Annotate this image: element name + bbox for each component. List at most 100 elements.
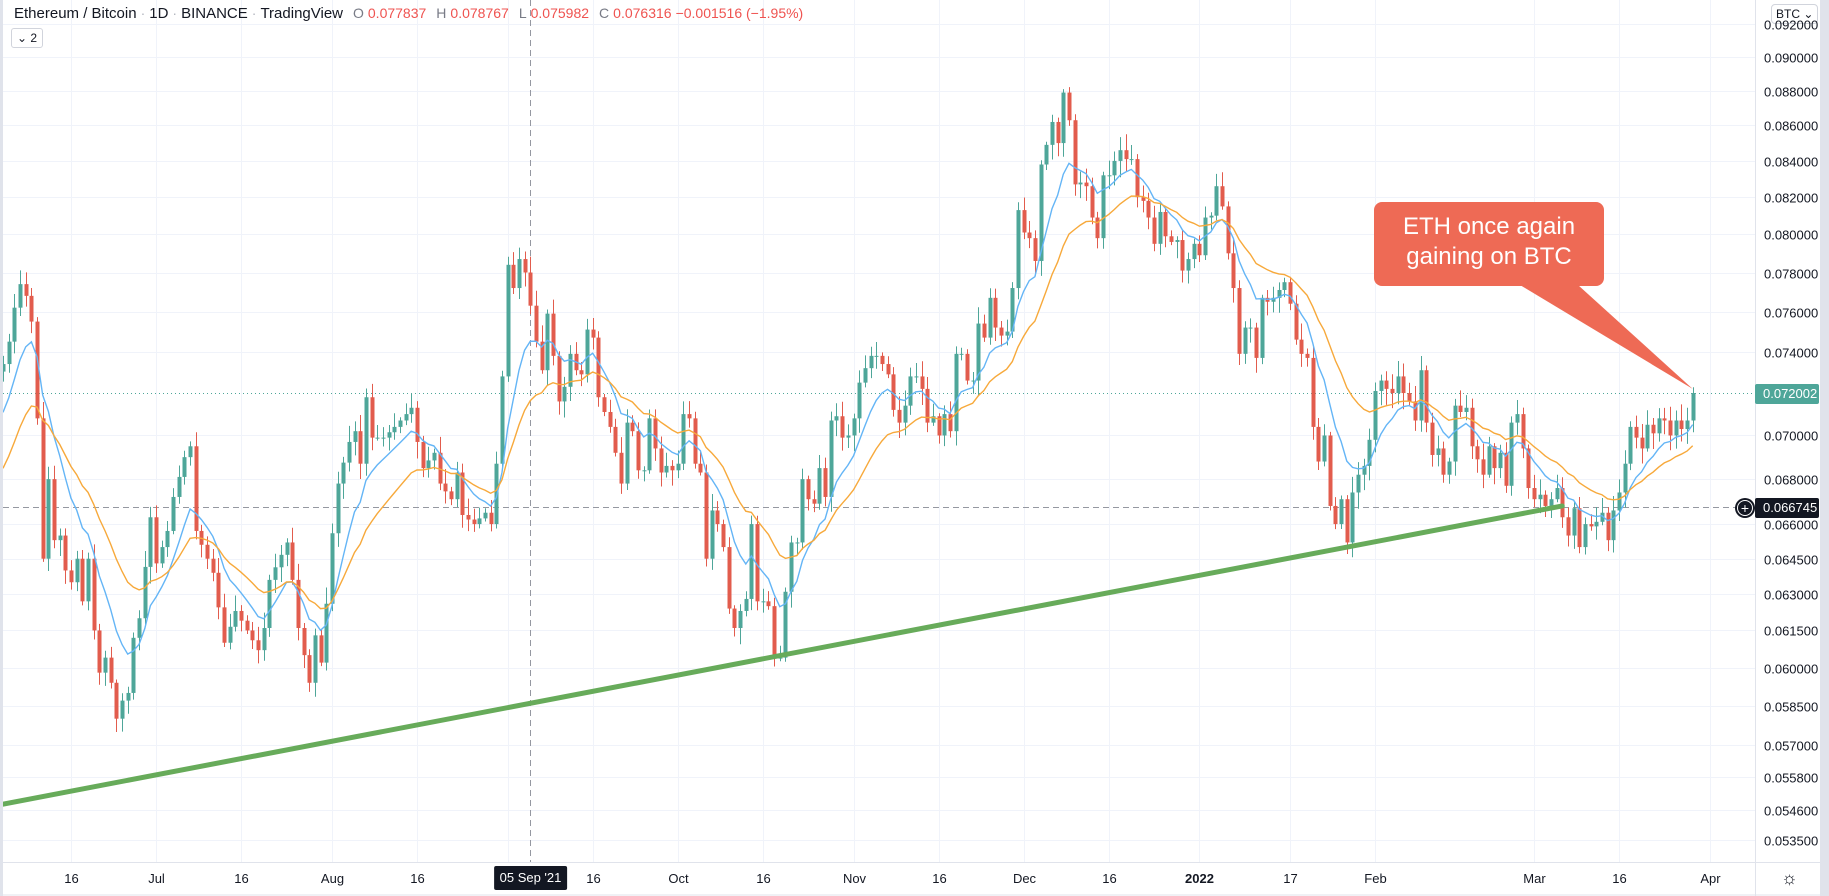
candle: [1095, 211, 1100, 249]
candle: [834, 403, 839, 437]
candle: [1107, 160, 1112, 190]
candle-body: [528, 272, 533, 306]
candle: [438, 436, 443, 491]
candle: [1600, 497, 1605, 526]
candle-body: [1243, 327, 1248, 354]
candle: [233, 595, 238, 632]
candle-body: [1033, 238, 1038, 261]
candle-body: [988, 297, 993, 338]
candle-body: [182, 457, 187, 477]
candle-body: [1691, 393, 1696, 421]
price-tick-label: 0.066000: [1764, 517, 1819, 532]
candle-body: [863, 368, 868, 383]
candle-body: [86, 558, 91, 602]
candle: [1384, 371, 1389, 405]
candle-body: [1260, 297, 1265, 358]
candle: [557, 351, 562, 415]
candle: [1572, 501, 1577, 549]
candle-body: [766, 601, 771, 607]
candle: [999, 321, 1004, 347]
candle: [273, 553, 278, 594]
candle-body: [1231, 253, 1236, 289]
price-tick-label: 0.084000: [1764, 154, 1819, 169]
candle: [194, 432, 199, 540]
candle: [931, 403, 936, 426]
candle: [534, 290, 539, 348]
candle-body: [273, 567, 278, 580]
candle: [647, 409, 652, 474]
candle-body: [511, 264, 516, 289]
candle: [744, 591, 749, 617]
gear-icon[interactable]: ☼: [1781, 868, 1798, 888]
candle: [1158, 202, 1163, 255]
candle: [1067, 87, 1072, 126]
candle: [1231, 238, 1236, 303]
candle: [608, 399, 613, 433]
candle-body: [1016, 210, 1021, 289]
candle-body: [18, 284, 23, 308]
candle: [1305, 348, 1310, 367]
time-tick-label: 16: [234, 871, 249, 886]
candle: [131, 632, 136, 700]
candle: [1056, 117, 1061, 157]
candle: [1203, 206, 1208, 260]
candle: [1662, 407, 1667, 435]
indicators-toggle-button[interactable]: ⌄ 2: [11, 28, 43, 48]
symbol-title[interactable]: Ethereum / Bitcoin: [14, 5, 137, 22]
candle-body: [375, 437, 380, 439]
candle: [1611, 495, 1616, 553]
candle-body: [279, 554, 284, 568]
candle-body: [1538, 494, 1543, 500]
candle-body: [903, 405, 908, 423]
candle-body: [551, 313, 556, 356]
ema-fast-line: [3, 162, 1694, 656]
candle: [1362, 458, 1367, 491]
price-tick-label: 0.088000: [1764, 84, 1819, 99]
candle-body: [715, 510, 720, 525]
candle-body: [154, 517, 159, 564]
candle: [1039, 160, 1044, 276]
candle: [154, 505, 159, 573]
candle-body: [1294, 303, 1299, 340]
candle-body: [727, 547, 732, 609]
candle-body: [1328, 435, 1333, 506]
callout-line-2: gaining on BTC: [1406, 243, 1572, 270]
candle: [1033, 230, 1038, 276]
candle: [1073, 114, 1078, 196]
candle-body: [41, 418, 46, 559]
candle-body: [1373, 390, 1378, 440]
candle-body: [1384, 380, 1389, 389]
candle: [710, 494, 715, 570]
price-tick-label: 0.055800: [1764, 770, 1819, 785]
candle: [670, 460, 675, 486]
add-alert-plus-icon[interactable]: +: [1737, 499, 1753, 516]
candle-body: [171, 496, 176, 531]
candle: [823, 457, 828, 507]
candle: [1594, 507, 1599, 540]
candle-body: [693, 418, 698, 464]
candle: [285, 538, 290, 567]
candle-body: [1169, 236, 1174, 242]
candle-body: [1379, 380, 1384, 391]
candle-body: [438, 452, 443, 484]
candle-body: [432, 452, 437, 461]
currency-button[interactable]: BTC ⌄: [1771, 4, 1819, 24]
candle-body: [216, 572, 221, 608]
candle-body: [710, 510, 715, 559]
candle-body: [1254, 327, 1259, 358]
candle-body: [1311, 357, 1316, 427]
candle: [1379, 374, 1384, 406]
candle-body: [347, 441, 352, 463]
interval[interactable]: 1D: [149, 5, 169, 22]
grid: [3, 0, 1755, 862]
candle-body: [795, 542, 800, 544]
candle: [1214, 173, 1219, 221]
candle-body: [1668, 420, 1673, 436]
candle-body: [1492, 446, 1497, 469]
candle: [1027, 221, 1032, 249]
support-trendline: [3, 503, 1565, 807]
candle-body: [1248, 327, 1253, 329]
candle-body: [330, 533, 335, 604]
candle-body: [954, 353, 959, 432]
